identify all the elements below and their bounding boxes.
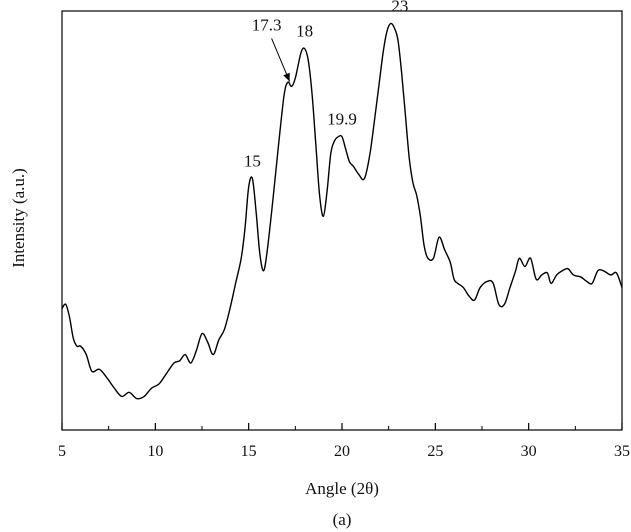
x-tick-label: 25 xyxy=(427,443,443,460)
x-tick-label: 5 xyxy=(58,443,66,460)
peak-label: 18 xyxy=(296,22,313,41)
x-tick-label: 15 xyxy=(241,443,257,460)
peak-annotations: 15 17.3 18 19.9 23 xyxy=(244,0,408,171)
y-axis-label: Intensity (a.u.) xyxy=(9,168,28,268)
peak-label: 23 xyxy=(391,0,408,16)
peak-label: 17.3 xyxy=(252,15,282,34)
peak-arrow-head xyxy=(283,72,290,82)
x-tick-label: 20 xyxy=(334,443,350,460)
x-tick-label: 10 xyxy=(147,443,163,460)
x-tick-label: 35 xyxy=(614,443,630,460)
series-layer xyxy=(61,22,623,400)
x-ticks: 5 10 15 20 25 30 35 xyxy=(58,423,630,460)
figure-caption: (a) xyxy=(333,510,352,529)
series-line xyxy=(61,22,623,400)
peak-label: 19.9 xyxy=(327,110,357,129)
axes xyxy=(61,10,623,431)
peak-label: 15 xyxy=(244,152,261,171)
x-tick-label: 30 xyxy=(521,443,537,460)
x-axis-label: Angle (2θ) xyxy=(305,479,379,498)
plot-frame xyxy=(61,10,623,431)
